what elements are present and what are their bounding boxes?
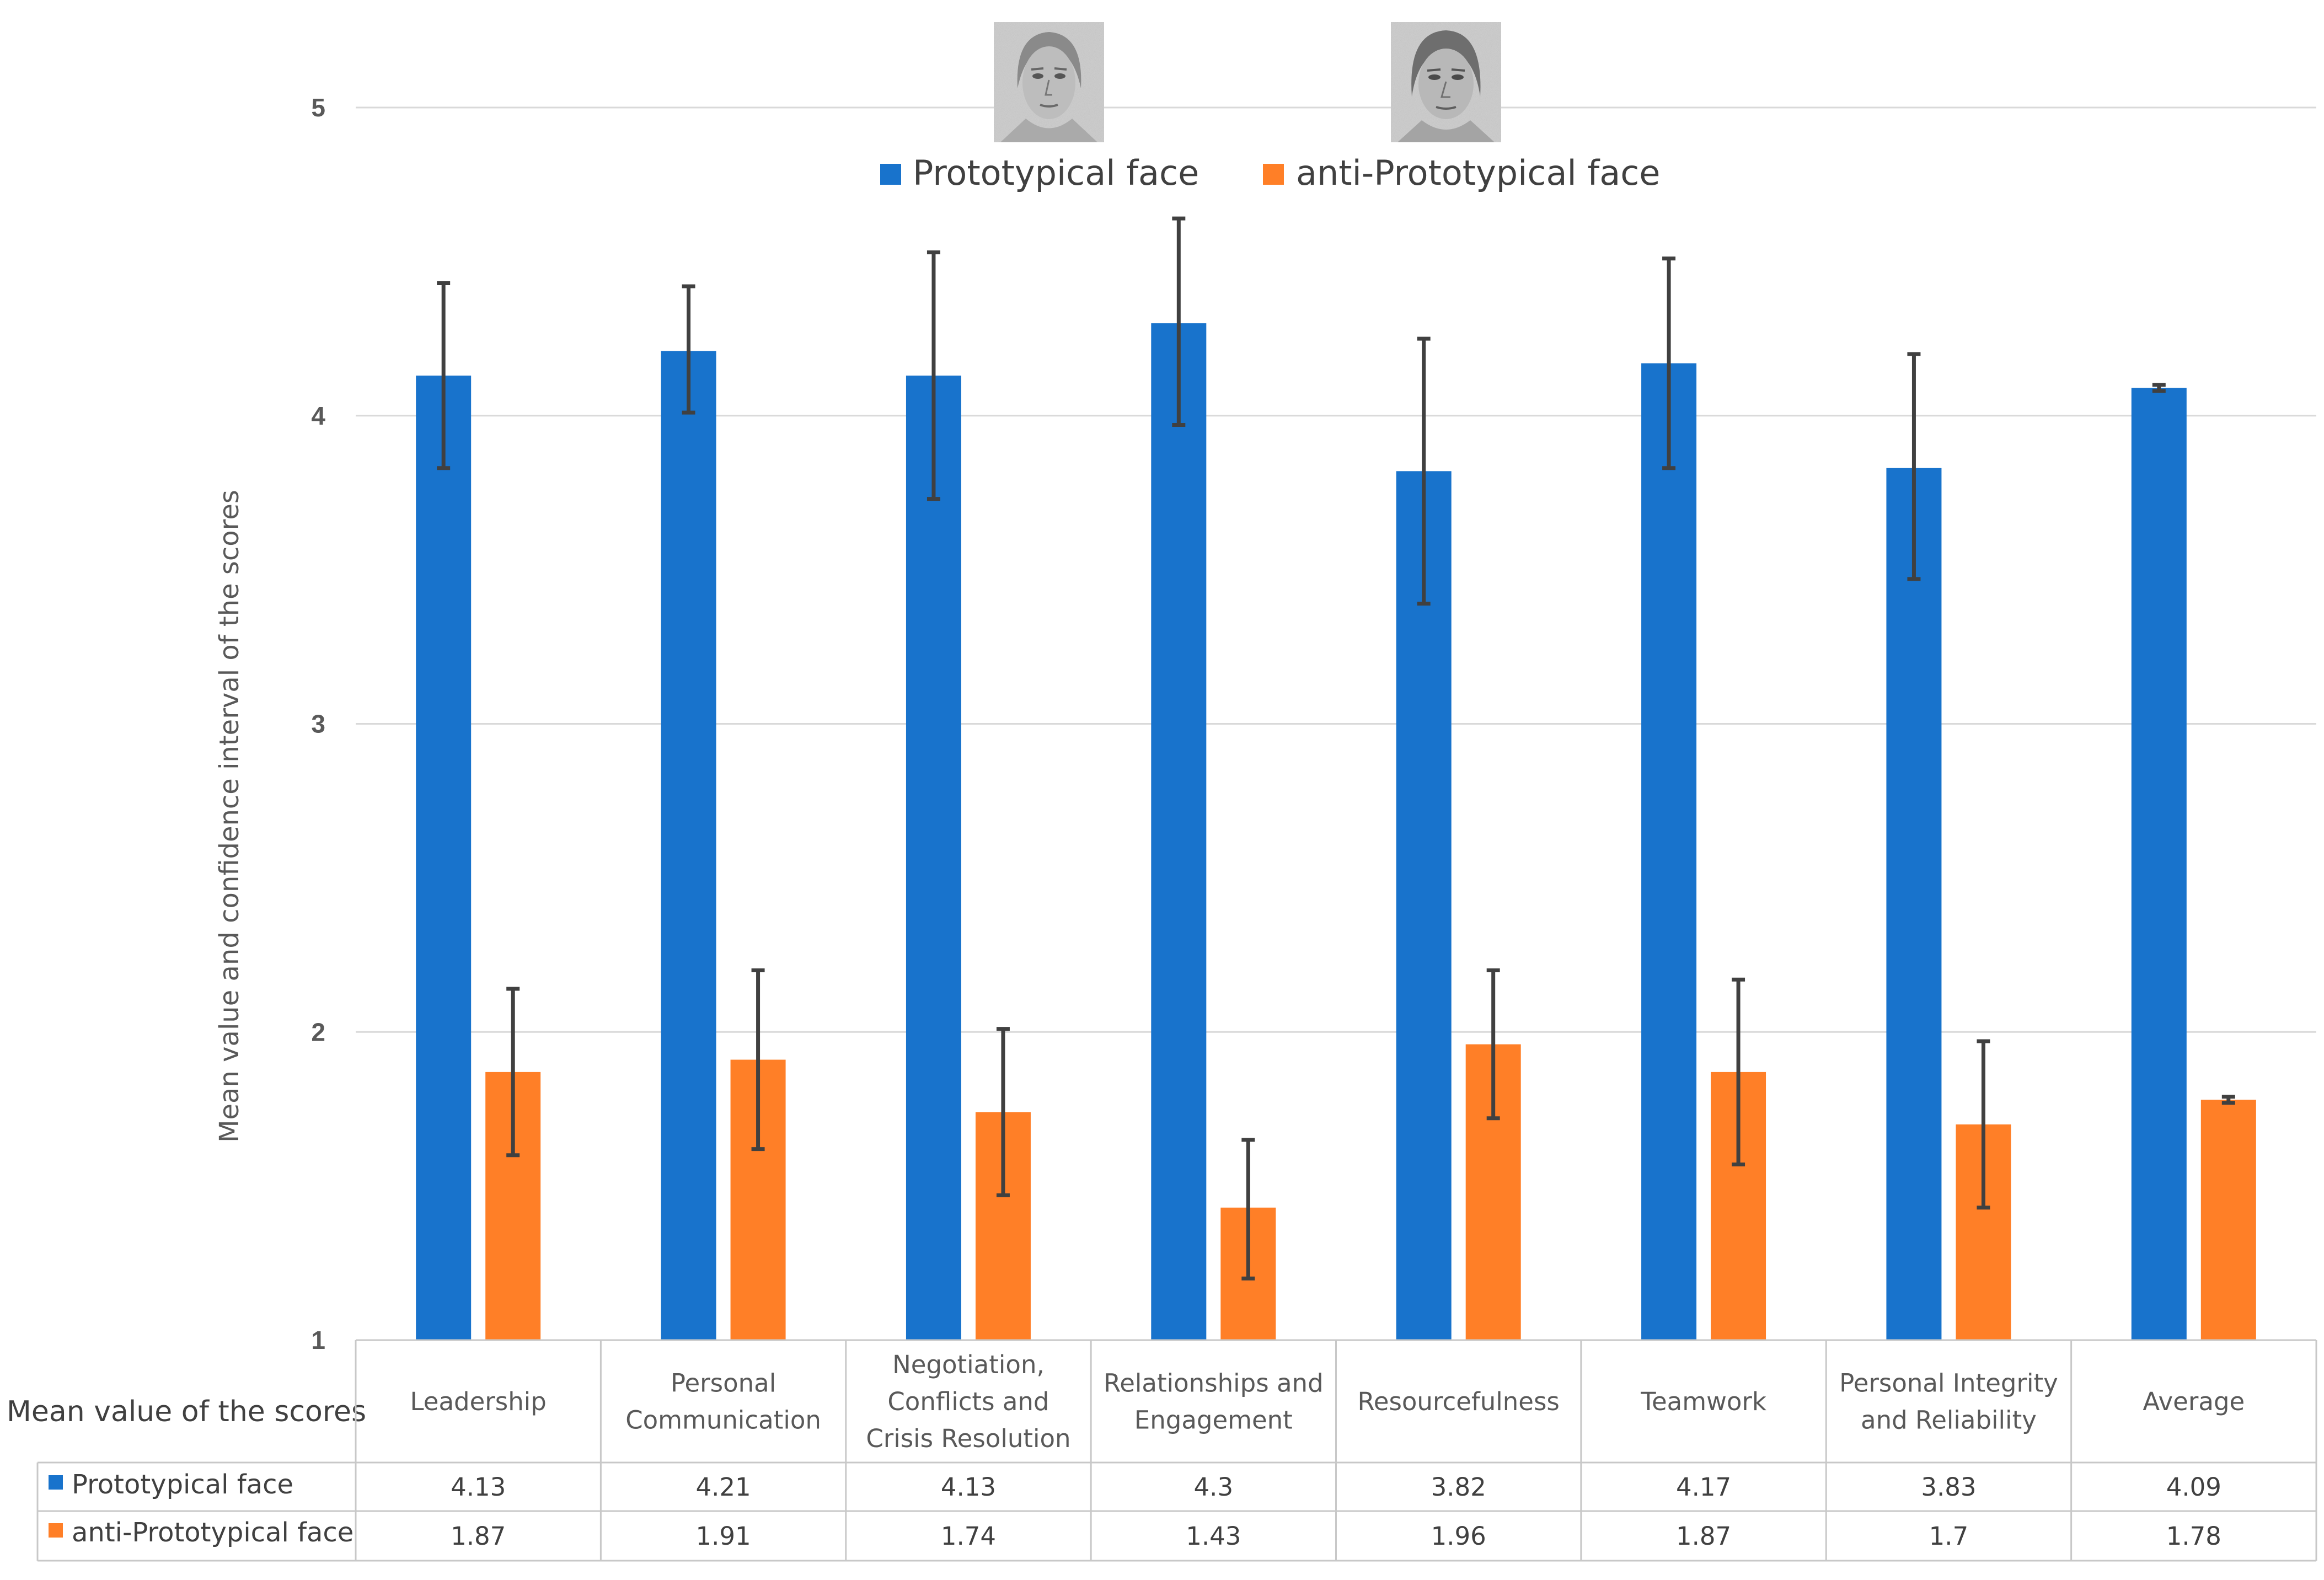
table-cell-value: 1.43 <box>1186 1522 1241 1551</box>
table-cell-value: 3.82 <box>1431 1472 1486 1502</box>
y-axis-label: Mean value and confidence interval of th… <box>214 490 245 1143</box>
table-cell-value: 1.96 <box>1431 1522 1486 1551</box>
category-label: Teamwork <box>1640 1387 1766 1416</box>
category-label-line: Leadership <box>410 1387 547 1416</box>
error-bar <box>1417 336 1431 606</box>
table-row-label-prototypical: Prototypical face <box>72 1469 293 1500</box>
error-bar <box>682 284 695 415</box>
error-bar <box>437 281 451 470</box>
error-bars <box>437 216 2235 1281</box>
category-label-line: Resourcefulness <box>1358 1387 1560 1416</box>
bar-prototypical <box>2131 388 2187 1340</box>
table-cell-value: 4.09 <box>2166 1472 2221 1502</box>
bar-prototypical <box>416 376 472 1340</box>
category-label: Negotiation, Conflicts and Crisis Resoluti… <box>866 1350 1070 1453</box>
category-label-line: Communication <box>625 1406 821 1435</box>
error-bar <box>1732 977 1745 1167</box>
category-label: Resourcefulness <box>1358 1387 1560 1416</box>
bar-prototypical <box>906 376 961 1340</box>
bar-anti-prototypical <box>2200 1100 2256 1340</box>
category-label: Relationships and Engagement <box>1104 1369 1324 1435</box>
category-label-line: Crisis Resolution <box>866 1424 1070 1453</box>
face-anti-prototypical-icon <box>1391 22 1501 142</box>
table-cell-value: 1.78 <box>2166 1522 2221 1551</box>
legend-swatch-prototypical <box>880 164 901 185</box>
y-axis-ticks: 1 2 3 4 5 <box>311 93 325 1354</box>
table-legend-key-prototypical <box>49 1475 63 1490</box>
y-tick-label: 3 <box>311 710 325 738</box>
bar-prototypical <box>1641 363 1697 1341</box>
category-label-line: Personal <box>671 1369 776 1398</box>
category-label: Personal Communication <box>625 1369 821 1435</box>
table-cell-value: 4.21 <box>695 1472 751 1502</box>
table-legend-key-anti-prototypical <box>49 1523 63 1538</box>
category-label-line: Negotiation, <box>892 1350 1045 1379</box>
category-label-line: and Reliability <box>1861 1406 2037 1435</box>
data-table: Mean value of the scores Prototypical fa… <box>7 1339 2317 1562</box>
bars <box>416 323 2256 1341</box>
error-bar <box>751 968 765 1151</box>
error-bar <box>506 987 520 1158</box>
table-cell-value: 4.13 <box>941 1472 996 1502</box>
error-bar <box>1662 256 1676 470</box>
category-label: Personal Integrity and Reliability <box>1839 1369 2058 1435</box>
gridlines <box>356 106 2316 1033</box>
table-cell-value: 4.17 <box>1676 1472 1731 1502</box>
error-bar <box>1907 352 1921 581</box>
table-row-label-anti-prototypical: anti-Prototypical face <box>72 1517 354 1548</box>
face-prototypical-icon <box>994 22 1104 142</box>
category-label-line: Average <box>2143 1387 2245 1416</box>
table-cell-value: 1.7 <box>1929 1522 1969 1551</box>
category-label-line: Teamwork <box>1640 1387 1766 1416</box>
bar-prototypical <box>1151 323 1207 1340</box>
category-label: Leadership <box>410 1387 547 1416</box>
error-bar <box>2152 383 2166 393</box>
table-cell-value: 1.74 <box>941 1522 996 1551</box>
table-cell-value: 3.83 <box>1921 1472 1976 1502</box>
error-bar <box>1486 968 1500 1121</box>
error-bar <box>1241 1138 1255 1281</box>
category-label-line: Conflicts and <box>887 1387 1049 1416</box>
category-label-line: Personal Integrity <box>1839 1369 2058 1398</box>
table-title: Mean value of the scores <box>7 1395 366 1428</box>
category-label-line: Relationships and <box>1104 1369 1324 1398</box>
legend: Prototypical face anti-Prototypical face <box>880 153 1660 193</box>
legend-label-prototypical: Prototypical face <box>913 153 1199 193</box>
table-cell-value: 4.13 <box>451 1472 506 1502</box>
y-tick-label: 1 <box>311 1326 325 1354</box>
legend-swatch-anti-prototypical <box>1263 164 1284 185</box>
category-label-line: Engagement <box>1134 1406 1293 1435</box>
y-tick-label: 2 <box>311 1017 325 1046</box>
error-bar <box>1977 1039 1990 1210</box>
y-tick-label: 5 <box>311 93 325 122</box>
error-bar <box>927 250 940 501</box>
table-cell-value: 1.87 <box>1676 1522 1731 1551</box>
table-cell-value: 1.87 <box>451 1522 506 1551</box>
table-cell-value: 1.91 <box>695 1522 751 1551</box>
error-bar <box>1172 216 1186 427</box>
bar-prototypical <box>661 351 716 1340</box>
bar-prototypical <box>1396 471 1452 1341</box>
bar-prototypical <box>1886 468 1942 1340</box>
table-cell-value: 4.3 <box>1194 1472 1234 1502</box>
error-bar <box>2221 1095 2235 1105</box>
legend-label-anti-prototypical: anti-Prototypical face <box>1296 153 1660 193</box>
error-bar <box>996 1027 1010 1197</box>
category-label: Average <box>2143 1387 2245 1416</box>
y-tick-label: 4 <box>311 401 325 430</box>
